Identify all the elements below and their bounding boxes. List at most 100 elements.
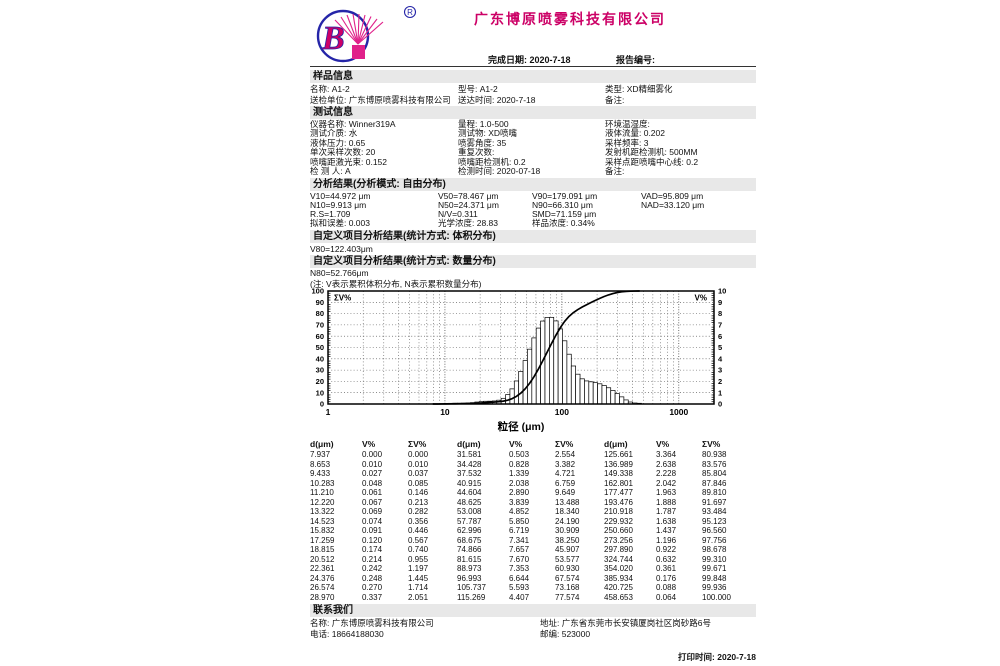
table-header: V% — [509, 439, 523, 449]
table-cell: 0.213 — [408, 497, 429, 507]
table-cell: 0.503 — [509, 450, 530, 459]
table-cell: 0.270 — [362, 583, 383, 592]
info-row: 拟和误差: 0.003 光学浓度: 28.83 样品浓度: 0.34% — [310, 219, 756, 228]
info-row: V10=44.972 μm V50=78.467 μm V90=179.091 μm… — [310, 192, 756, 201]
table-cell: 99.310 — [702, 554, 727, 564]
table-cell: 3.382 — [555, 459, 576, 469]
table-cell: 0.064 — [656, 592, 677, 602]
table-cell: 6.759 — [555, 478, 576, 488]
table-cell: 2.228 — [656, 469, 677, 478]
info-cell: 采样点距喷嘴中心线: 0.2 — [605, 156, 699, 167]
svg-text:90: 90 — [316, 298, 324, 307]
info-cell: 环境温湿度: — [605, 119, 650, 129]
info-cell: 测试介质: 水 — [310, 128, 358, 139]
report-number: 报告编号: — [616, 55, 655, 65]
info-cell: SMD=71.159 μm — [532, 209, 597, 219]
info-cell: V50=78.467 μm — [438, 191, 499, 201]
table-cell: 3.364 — [656, 450, 677, 459]
info-cell: 名称: 广东博原喷雾科技有限公司 — [310, 618, 434, 628]
table-cell: 98.678 — [702, 545, 727, 554]
table-cell: 11.210 — [310, 488, 334, 497]
svg-text:R: R — [407, 8, 413, 17]
info-cell: 液体压力: 0.65 — [310, 137, 366, 148]
svg-text:0: 0 — [320, 400, 324, 409]
svg-text:V%: V% — [695, 294, 707, 303]
info-cell — [641, 210, 756, 219]
table-cell: 2.051 — [408, 592, 429, 602]
info-row: 液体压力: 0.65 喷雾角度: 35 采样频率: 3 — [310, 137, 756, 148]
info-cell: 量程: 1.0-500 — [458, 119, 509, 129]
table-cell: 34.428 — [457, 459, 482, 469]
table-cell: 13.322 — [310, 507, 335, 516]
table-cell: 0.120 — [362, 535, 383, 545]
complete-date: 完成日期: 2020-7-18 — [488, 55, 571, 65]
table-cell: 0.955 — [408, 554, 429, 564]
info-cell: 检 测 人: A — [310, 165, 351, 176]
table-cell: 0.088 — [656, 583, 677, 592]
table-cell: 0.828 — [509, 459, 530, 469]
info-cell: 名称: A1-2 — [310, 84, 350, 94]
info-cell: 发射机距检测机: 500MM — [605, 147, 698, 158]
table-cell: 31.581 — [457, 450, 482, 459]
table-cell: 18.340 — [555, 507, 580, 516]
table-cell: 24.376 — [310, 573, 335, 583]
svg-text:10: 10 — [316, 388, 324, 397]
svg-text:10: 10 — [718, 287, 726, 296]
table-cell: 95.123 — [702, 516, 727, 526]
table-cell: 1.445 — [408, 573, 429, 583]
info-cell: V10=44.972 μm — [310, 191, 371, 201]
table-cell: 97.756 — [702, 535, 727, 545]
test-info-rows: 仪器名称: Winner319A 量程: 1.0-500 环境温湿度: 测试介质: 水… — [310, 119, 756, 176]
company-title: 广东博原喷雾科技有限公司 — [474, 11, 666, 27]
table-cell: 0.632 — [656, 554, 677, 564]
table-cell: 10.283 — [310, 478, 335, 488]
table-cell: 250.660 — [604, 526, 633, 535]
info-cell: 送检单位: 广东博原喷雾科技有限公司 — [310, 95, 451, 105]
table-cell: 6.644 — [509, 573, 530, 583]
info-cell: N10=9.913 μm — [310, 200, 367, 210]
section-title-custom-number: 自定义项目分析结果(统计方式: 数量分布) — [310, 255, 756, 268]
info-row: 名称: 广东博原喷雾科技有限公司 地址: 广东省东莞市长安镇厦岗社区岗砂路6号 — [310, 618, 756, 629]
table-cell: 7.353 — [509, 564, 530, 573]
distribution-table: d(μm) V% ΣV% d(μm) V% ΣV% d(μm) V% ΣV% 7.937 0.000… — [310, 439, 752, 602]
table-cell: 0.922 — [656, 545, 677, 554]
svg-text:3: 3 — [718, 366, 722, 375]
table-cell: 81.615 — [457, 554, 482, 564]
section-title-test: 测试信息 — [310, 106, 756, 119]
info-row: R.S=1.709 N/V=0.311 SMD=71.159 μm — [310, 210, 756, 219]
table-cell: 67.574 — [555, 573, 580, 583]
table-cell: 136.989 — [604, 459, 633, 469]
svg-text:60: 60 — [316, 332, 324, 341]
table-cell: 38.250 — [555, 535, 580, 545]
table-cell: 177.477 — [604, 488, 633, 497]
table-cell: 2.890 — [509, 488, 530, 497]
table-header: d(μm) — [457, 439, 481, 449]
info-cell: 地址: 广东省东莞市长安镇厦岗社区岗砂路6号 — [540, 618, 711, 628]
table-cell: 0.174 — [362, 545, 383, 554]
table-cell: 1.196 — [656, 535, 677, 545]
info-row: 仪器名称: Winner319A 量程: 1.0-500 环境温湿度: — [310, 119, 756, 129]
table-cell: 193.476 — [604, 497, 633, 507]
info-cell: 邮编: 523000 — [540, 629, 591, 639]
svg-text:1: 1 — [718, 388, 722, 397]
svg-text:100: 100 — [555, 407, 569, 417]
info-cell: R.S=1.709 — [310, 209, 351, 219]
table-cell: 68.675 — [457, 535, 482, 545]
table-cell: 1.437 — [656, 526, 677, 535]
table-cell: 0.361 — [656, 564, 677, 573]
svg-text:30: 30 — [316, 366, 324, 375]
table-cell: 7.657 — [509, 545, 530, 554]
info-cell: 喷嘴距检测机: 0.2 — [458, 156, 526, 167]
table-cell: 53.008 — [457, 507, 482, 516]
info-row: 送检单位: 广东博原喷雾科技有限公司 送达时间: 2020-7-18 备注: — [310, 95, 756, 106]
table-cell: 45.907 — [555, 545, 580, 554]
info-row: 喷嘴距激光束: 0.152 喷嘴距检测机: 0.2 采样点距喷嘴中心线: 0.2 — [310, 156, 756, 167]
table-cell: 2.038 — [509, 478, 530, 488]
table-cell: 100.000 — [702, 592, 731, 602]
spray-nozzle-icon — [352, 45, 365, 59]
table-cell: 5.850 — [509, 516, 530, 526]
info-cell: 采样频率: 3 — [605, 137, 649, 148]
svg-text:1000: 1000 — [669, 407, 688, 417]
section-title-contact: 联系我们 — [310, 604, 756, 617]
